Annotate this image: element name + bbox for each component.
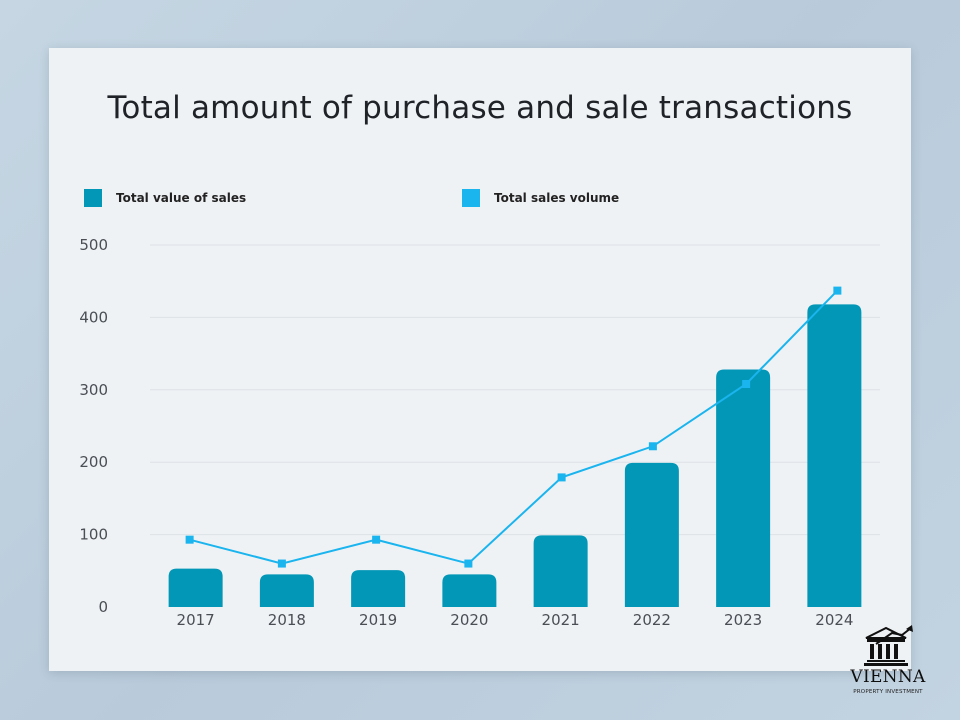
y-tick-label: 300 bbox=[79, 381, 108, 399]
legend-item-value: Total value of sales bbox=[84, 189, 246, 207]
legend-label-value: Total value of sales bbox=[116, 191, 247, 205]
x-tick-label: 2017 bbox=[177, 611, 215, 629]
bar-2018 bbox=[259, 574, 314, 607]
x-tick-label: 2024 bbox=[815, 611, 853, 629]
point-2023 bbox=[742, 380, 751, 389]
bar-2023 bbox=[716, 369, 771, 607]
legend-swatch-value bbox=[84, 189, 102, 207]
point-2018 bbox=[277, 559, 286, 568]
bar-2021 bbox=[533, 535, 588, 607]
legend-swatch-volume bbox=[462, 189, 480, 207]
logo-name: VIENNA bbox=[850, 667, 926, 687]
point-2019 bbox=[372, 535, 381, 544]
x-tick-label: 2020 bbox=[450, 611, 488, 629]
x-tick-label: 2022 bbox=[633, 611, 671, 629]
point-2021 bbox=[557, 473, 566, 482]
line-sales-volume bbox=[189, 289, 839, 565]
bar-2017 bbox=[168, 568, 223, 607]
y-tick-label: 0 bbox=[98, 598, 108, 616]
vienna-logo: VIENNA PROPERTY INVESTMENT bbox=[840, 624, 936, 704]
bar-2022 bbox=[624, 462, 679, 607]
x-tick-label: 2018 bbox=[268, 611, 306, 629]
y-tick-label: 500 bbox=[79, 236, 108, 254]
point-2017 bbox=[185, 535, 194, 544]
y-tick-label: 400 bbox=[79, 308, 108, 326]
logo-subtitle: PROPERTY INVESTMENT bbox=[853, 689, 923, 695]
point-2020 bbox=[464, 559, 473, 568]
chart-title: Total amount of purchase and sale transa… bbox=[107, 90, 853, 126]
y-tick-label: 200 bbox=[79, 453, 108, 471]
x-tick-label: 2021 bbox=[542, 611, 580, 629]
x-tick-label: 2023 bbox=[724, 611, 762, 629]
point-2024 bbox=[833, 286, 842, 295]
point-2022 bbox=[648, 442, 657, 451]
x-tick-label: 2019 bbox=[359, 611, 397, 629]
legend-label-volume: Total sales volume bbox=[494, 191, 620, 205]
bar-2024 bbox=[807, 304, 862, 607]
legend-item-volume: Total sales volume bbox=[462, 189, 619, 207]
bar-2019 bbox=[351, 570, 406, 607]
building-growth-icon bbox=[864, 625, 913, 666]
y-tick-label: 100 bbox=[79, 526, 108, 544]
bar-2020 bbox=[442, 574, 497, 607]
